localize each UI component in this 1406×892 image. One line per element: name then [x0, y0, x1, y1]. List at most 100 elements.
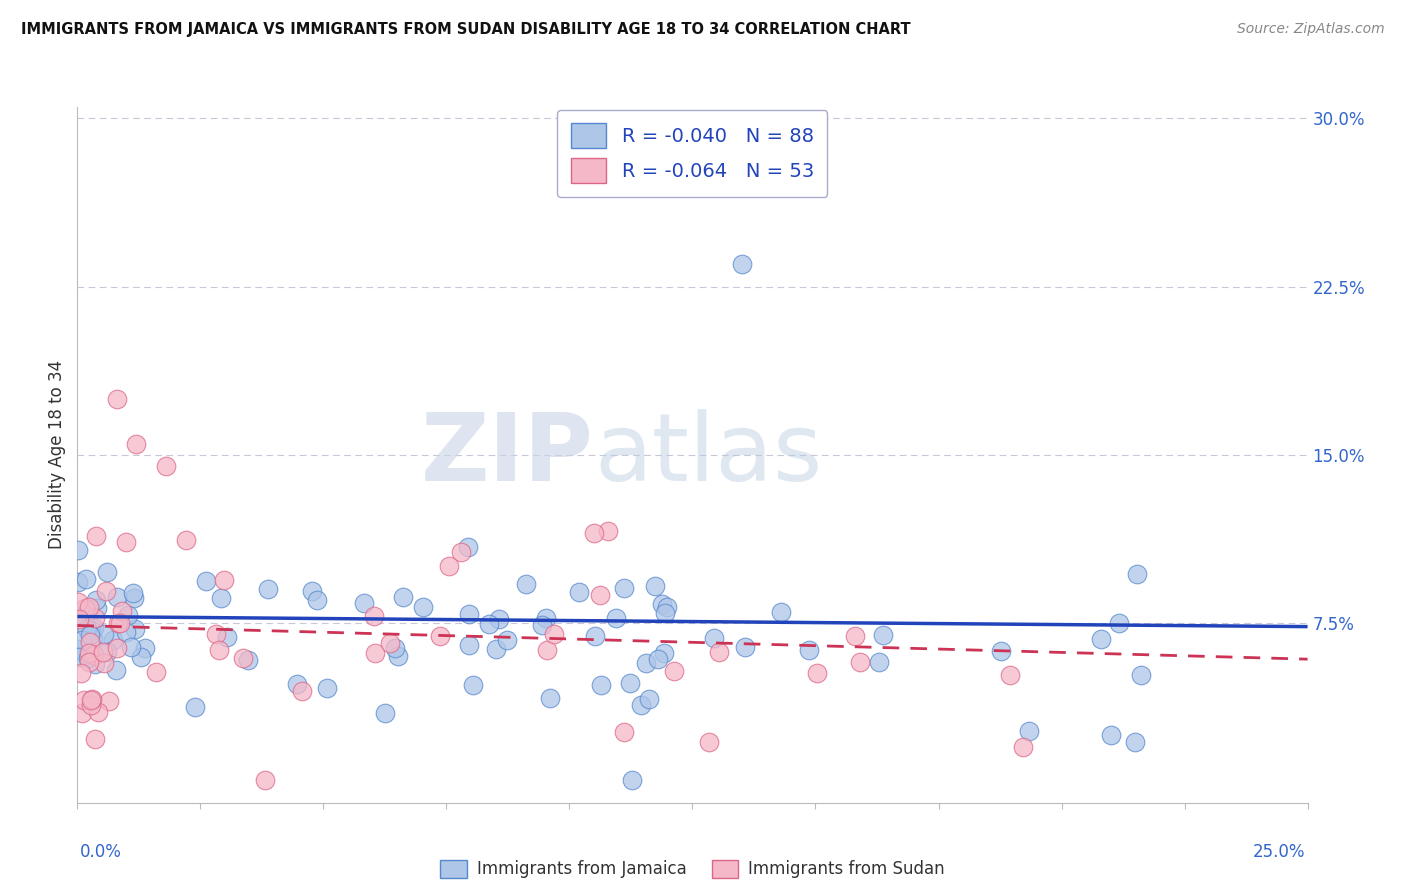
Point [77, 651, 100, 665]
Point [534, 611, 557, 625]
Point [69, 609, 91, 624]
Point [538, 690, 561, 705]
Point [488, 612, 510, 626]
Point [77, 600, 100, 615]
Point [868, 656, 890, 670]
Point [70, 666, 93, 681]
Point [205, 626, 228, 640]
Text: ZIP: ZIP [422, 409, 595, 501]
Point [104, 663, 127, 677]
Point [75, 572, 97, 586]
Point [1126, 566, 1149, 581]
Point [621, 773, 644, 788]
Point [93, 627, 115, 641]
Text: Source: ZipAtlas.com: Source: ZipAtlas.com [1237, 22, 1385, 37]
Point [105, 641, 128, 656]
Point [485, 642, 508, 657]
Point [363, 609, 385, 624]
Point [73, 693, 96, 707]
Point [634, 656, 657, 670]
Point [307, 593, 329, 607]
Text: atlas: atlas [595, 409, 823, 501]
Point [630, 698, 652, 712]
Point [1108, 616, 1130, 631]
Point [654, 606, 676, 620]
Point [457, 540, 479, 554]
Point [101, 632, 124, 647]
Point [195, 574, 218, 588]
Point [91, 645, 114, 659]
Point [124, 622, 146, 636]
Point [208, 642, 231, 657]
Point [79, 692, 101, 706]
Point [94, 584, 117, 599]
Point [84, 529, 107, 543]
Point [703, 631, 725, 645]
Point [84, 593, 107, 607]
Point [437, 559, 460, 574]
Point [1012, 739, 1035, 754]
Point [647, 652, 669, 666]
Text: IMMIGRANTS FROM JAMAICA VS IMMIGRANTS FROM SUDAN DISABILITY AGE 18 TO 34 CORRELA: IMMIGRANTS FROM JAMAICA VS IMMIGRANTS FR… [21, 22, 911, 37]
Point [72, 632, 94, 647]
Point [93, 656, 115, 670]
Point [83, 621, 105, 635]
Point [122, 585, 145, 599]
Point [76, 622, 98, 636]
Point [70, 706, 93, 720]
Point [217, 630, 239, 644]
Point [80, 698, 103, 713]
Point [125, 436, 148, 450]
Point [412, 600, 434, 615]
Point [67, 642, 90, 657]
Point [734, 640, 756, 654]
Point [134, 641, 156, 656]
Point [120, 640, 142, 654]
Point [536, 643, 558, 657]
Point [651, 597, 673, 611]
Point [114, 624, 136, 639]
Point [291, 683, 314, 698]
Point [84, 610, 107, 624]
Point [98, 694, 121, 708]
Point [1099, 729, 1122, 743]
Point [583, 526, 606, 541]
Point [174, 533, 197, 548]
Point [1125, 735, 1147, 749]
Point [184, 700, 207, 714]
Point [849, 655, 872, 669]
Point [107, 616, 129, 631]
Point [613, 724, 636, 739]
Point [478, 617, 501, 632]
Point [731, 257, 754, 271]
Point [353, 596, 375, 610]
Point [429, 629, 451, 643]
Point [285, 677, 308, 691]
Point [111, 604, 134, 618]
Point [117, 608, 139, 623]
Point [257, 582, 280, 596]
Point [96, 645, 118, 659]
Point [79, 635, 101, 649]
Point [363, 646, 385, 660]
Point [384, 640, 406, 655]
Point [86, 601, 108, 615]
Point [458, 638, 481, 652]
Legend: Immigrants from Jamaica, Immigrants from Sudan: Immigrants from Jamaica, Immigrants from… [433, 853, 952, 885]
Point [515, 577, 537, 591]
Point [806, 666, 828, 681]
Point [589, 588, 612, 602]
Point [543, 627, 565, 641]
Point [96, 565, 118, 579]
Point [605, 611, 627, 625]
Point [655, 599, 678, 614]
Point [83, 648, 105, 663]
Point [797, 642, 820, 657]
Point [75, 600, 97, 615]
Point [209, 591, 232, 606]
Point [589, 678, 612, 692]
Point [1090, 632, 1112, 647]
Point [598, 524, 620, 539]
Point [568, 585, 591, 599]
Y-axis label: Disability Age 18 to 34: Disability Age 18 to 34 [48, 360, 66, 549]
